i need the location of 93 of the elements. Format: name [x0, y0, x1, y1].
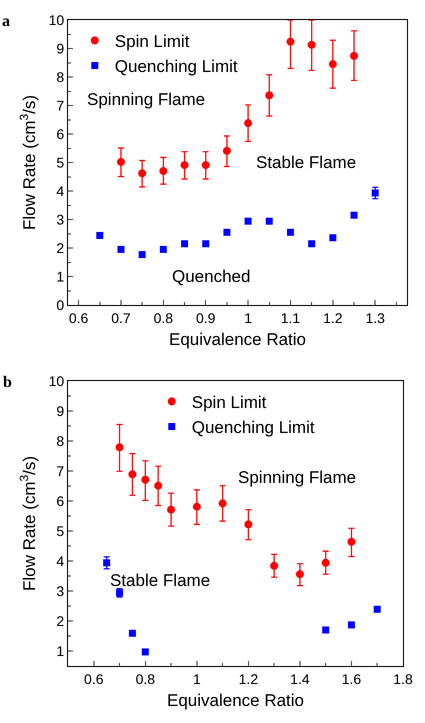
point — [138, 169, 146, 178]
point — [244, 119, 252, 128]
point — [244, 218, 252, 225]
y-tick-label: 8 — [56, 432, 64, 449]
point — [222, 146, 231, 155]
x-tick-label: 1.2 — [323, 310, 343, 326]
legend-label: Quenching Limit — [192, 418, 315, 438]
point — [350, 52, 358, 60]
x-tick-label: 0.6 — [84, 670, 104, 687]
point — [329, 234, 336, 242]
y-tick-label: 2 — [56, 240, 64, 256]
x-tick-label: 0.6 — [68, 310, 89, 326]
point — [202, 161, 210, 170]
point — [116, 443, 124, 452]
point — [350, 212, 358, 219]
y-tick-label: 10 — [48, 12, 64, 28]
y-tick-label: 5 — [56, 522, 64, 539]
point — [154, 482, 162, 490]
y-tick-label: 7 — [56, 462, 64, 479]
y-tick-label: 8 — [56, 68, 64, 85]
point — [265, 91, 274, 100]
x-tick-label: 0.7 — [111, 310, 131, 326]
y-tick-label: 1 — [56, 268, 64, 284]
y-tick-label: 2 — [56, 612, 64, 629]
x-tick-label: 0.8 — [154, 310, 174, 326]
y-tick-label: 6 — [56, 492, 64, 509]
point — [223, 228, 230, 236]
y-tick-label: 3 — [56, 582, 64, 599]
x-tick-label: 0.8 — [136, 670, 156, 687]
y-tick-label: 6 — [56, 126, 64, 142]
x-tick-label: 1.2 — [238, 670, 258, 687]
point — [116, 158, 125, 166]
annotation: Stable Flame — [110, 571, 210, 590]
x-axis-title: Equivalence Ratio — [168, 330, 306, 350]
x-tick-label: 1.1 — [280, 310, 300, 326]
point — [159, 167, 168, 176]
y-tick-label: 3 — [56, 211, 64, 228]
y-tick-label: 10 — [48, 372, 64, 389]
point — [160, 246, 167, 253]
x-tick-label: 1 — [244, 310, 252, 326]
annotation: Stable Flame — [256, 153, 356, 172]
x-tick-label: 1 — [192, 670, 201, 687]
point — [141, 476, 150, 484]
y-tick-label: 4 — [56, 182, 64, 199]
legend-label: Quenching Limit — [114, 57, 238, 76]
point — [202, 240, 210, 248]
point — [328, 60, 337, 68]
y-tick-label: 5 — [56, 154, 64, 170]
point — [181, 240, 188, 248]
chart-title: b — [3, 374, 12, 391]
point — [180, 161, 189, 170]
point — [286, 228, 294, 236]
point — [296, 570, 304, 578]
point — [286, 38, 294, 46]
legend-label: Spin Limit — [114, 32, 190, 52]
y-tick-label: 4 — [56, 552, 64, 569]
x-tick-label: 1.6 — [342, 670, 362, 687]
point — [308, 240, 316, 248]
point — [117, 246, 124, 253]
point — [103, 559, 110, 566]
point — [348, 621, 355, 628]
x-tick-label: 0.9 — [196, 310, 216, 326]
point — [142, 648, 149, 656]
x-tick-label: 1.3 — [365, 310, 386, 326]
x-tick-label: 1.4 — [290, 670, 310, 687]
point — [372, 190, 379, 196]
point — [218, 499, 227, 508]
point — [347, 538, 356, 546]
point — [192, 502, 201, 511]
point — [322, 558, 330, 567]
point — [374, 606, 381, 613]
y-tick-label: 9 — [56, 402, 64, 419]
legend-label: Spin Limit — [192, 393, 267, 412]
point — [128, 630, 136, 637]
point — [322, 626, 330, 634]
x-tick-label: 1.8 — [393, 670, 413, 687]
y-tick-label: 0 — [56, 296, 64, 313]
point — [138, 251, 146, 258]
point — [96, 232, 104, 239]
annotation: Quenched — [172, 267, 250, 286]
annotation: Spinning Flame — [238, 468, 356, 487]
point — [270, 562, 278, 570]
point — [266, 218, 273, 225]
y-tick-label: 9 — [56, 40, 64, 56]
point — [244, 520, 252, 528]
point — [308, 40, 316, 49]
point — [128, 470, 136, 478]
x-axis-title: Equivalence Ratio — [166, 691, 304, 710]
annotation: Spinning Flame — [87, 90, 206, 109]
y-tick-label: 7 — [56, 97, 64, 114]
y-tick-label: 1 — [56, 642, 64, 659]
point — [167, 506, 176, 514]
chart-title: a — [2, 13, 10, 30]
